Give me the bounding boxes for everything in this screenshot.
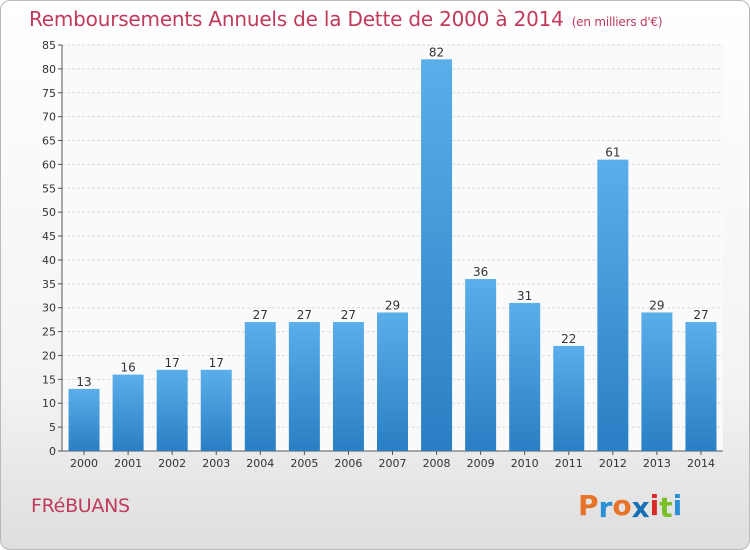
proxiti-logo: Proxiti <box>578 489 683 524</box>
x-tick-label: 2009 <box>467 457 495 470</box>
y-tick-label: 85 <box>42 39 56 52</box>
bar-value-label: 16 <box>120 361 135 375</box>
bar-value-label: 27 <box>341 308 356 322</box>
bar <box>244 322 276 451</box>
bar <box>156 369 188 451</box>
bar-value-label: 17 <box>165 356 180 370</box>
y-tick-label: 65 <box>42 135 56 148</box>
logo-letter: t <box>659 491 673 524</box>
bar-value-label: 27 <box>297 308 312 322</box>
bar <box>288 322 320 451</box>
bar-value-label: 61 <box>605 146 620 160</box>
bar-value-label: 22 <box>561 332 576 346</box>
logo-letter: o <box>612 489 632 522</box>
bar-value-label: 17 <box>209 356 224 370</box>
y-tick-label: 80 <box>42 63 56 76</box>
x-tick-label: 2001 <box>114 457 142 470</box>
bar <box>597 159 629 451</box>
bar <box>553 345 585 451</box>
logo-letter: P <box>578 489 599 522</box>
bar <box>641 312 673 451</box>
bar-value-label: 29 <box>649 298 664 312</box>
logo-letter: i <box>649 489 660 522</box>
y-tick-label: 5 <box>49 421 56 434</box>
logo-letter: r <box>598 491 613 524</box>
logo-letter: x <box>631 491 650 524</box>
bar-value-label: 82 <box>429 45 444 59</box>
x-tick-label: 2004 <box>246 457 274 470</box>
logo-letter: i <box>672 489 683 522</box>
y-tick-label: 10 <box>42 397 56 410</box>
x-tick-label: 2011 <box>555 457 583 470</box>
y-tick-label: 55 <box>42 182 56 195</box>
x-tick-label: 2005 <box>290 457 318 470</box>
bar-value-label: 29 <box>385 298 400 312</box>
commune-name: FRéBUANS <box>31 495 130 517</box>
x-tick-label: 2003 <box>202 457 230 470</box>
x-tick-label: 2006 <box>334 457 362 470</box>
bar <box>68 388 100 451</box>
x-tick-label: 2012 <box>599 457 627 470</box>
y-tick-label: 50 <box>42 206 56 219</box>
bar <box>465 279 497 451</box>
y-tick-label: 70 <box>42 111 56 124</box>
bar <box>685 322 717 451</box>
bar-value-label: 13 <box>76 375 91 389</box>
y-tick-label: 60 <box>42 158 56 171</box>
y-tick-label: 20 <box>42 349 56 362</box>
bar-value-label: 31 <box>517 289 532 303</box>
y-tick-label: 40 <box>42 254 56 267</box>
x-tick-label: 2002 <box>158 457 186 470</box>
x-tick-label: 2010 <box>511 457 539 470</box>
y-tick-label: 25 <box>42 326 56 339</box>
y-tick-label: 15 <box>42 373 56 386</box>
y-tick-label: 75 <box>42 87 56 100</box>
bar <box>332 322 364 451</box>
y-tick-label: 30 <box>42 302 56 315</box>
x-tick-label: 2014 <box>687 457 715 470</box>
x-tick-label: 2007 <box>379 457 407 470</box>
bar <box>421 59 453 452</box>
bar-value-label: 36 <box>473 265 488 279</box>
y-tick-label: 45 <box>42 230 56 243</box>
bar-value-label: 27 <box>693 308 708 322</box>
y-tick-label: 35 <box>42 278 56 291</box>
bar <box>509 302 541 451</box>
chart-subtitle: (en milliers d'€) <box>571 15 663 29</box>
bar-value-label: 27 <box>253 308 268 322</box>
bar <box>112 374 144 451</box>
x-tick-label: 2013 <box>643 457 671 470</box>
x-tick-label: 2008 <box>423 457 451 470</box>
bar <box>200 369 232 451</box>
chart-title-text: Remboursements Annuels de la Dette de 20… <box>29 7 564 31</box>
chart-title: Remboursements Annuels de la Dette de 20… <box>29 7 663 31</box>
y-tick-label: 0 <box>49 445 56 458</box>
bar <box>377 312 408 451</box>
x-tick-label: 2000 <box>70 457 98 470</box>
